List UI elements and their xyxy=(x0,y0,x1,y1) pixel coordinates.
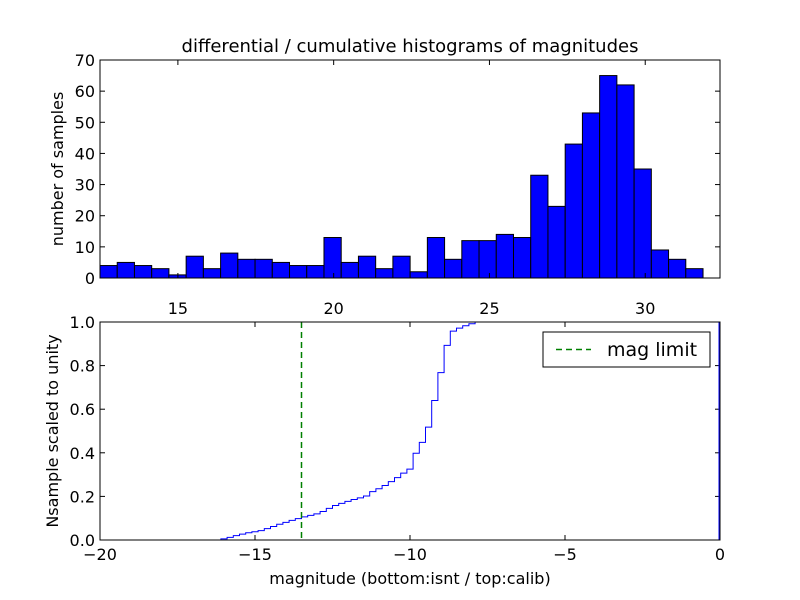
y-tick-label: 0.2 xyxy=(70,487,95,506)
x-tick-label: −10 xyxy=(393,545,427,564)
histogram-bars xyxy=(99,75,704,279)
x-tick-label: −5 xyxy=(553,545,577,564)
y-tick-label: 50 xyxy=(75,113,95,132)
cumulative-plot-frame xyxy=(99,321,721,541)
histogram-bar xyxy=(685,268,704,279)
histogram-plot-frame xyxy=(99,59,721,279)
y-tick-label: 0.0 xyxy=(70,531,95,550)
histogram-bar xyxy=(116,261,135,279)
y-tick-label: 10 xyxy=(75,238,95,257)
histogram-bar xyxy=(668,258,687,279)
x-axis-label: magnitude (bottom:isnt / top:calib) xyxy=(269,569,550,588)
y-tick-label: 0.6 xyxy=(70,400,95,419)
histogram-bar xyxy=(599,75,618,279)
y-tick-label: 60 xyxy=(75,82,95,101)
y-axis-label: Nsample scaled to unity xyxy=(43,334,62,527)
histogram-bar xyxy=(306,265,325,279)
y-tick-label: 0.4 xyxy=(70,444,95,463)
histogram-bar xyxy=(616,84,635,279)
histogram-bar xyxy=(254,258,273,279)
y-tick-label: 40 xyxy=(75,144,95,163)
histogram-bar xyxy=(444,258,463,279)
y-tick-label: 20 xyxy=(75,207,95,226)
histogram-bar xyxy=(220,252,239,279)
histogram-ticks: 0 10 20 30 40 50 60 70 15 20 25 30 xyxy=(75,51,720,318)
x-tick-label: 25 xyxy=(479,299,499,318)
histogram-bar xyxy=(375,268,394,279)
histogram-bar xyxy=(530,174,549,279)
cumulative-panel: Nsample scaled to unity magnitude (botto… xyxy=(43,313,725,588)
histogram-bar xyxy=(392,255,411,279)
histogram-bar xyxy=(426,237,446,279)
x-tick-label: −20 xyxy=(83,545,117,564)
cumulative-lines xyxy=(100,321,720,541)
y-tick-label: 1.0 xyxy=(70,313,95,332)
legend-mag-limit-label: mag limit xyxy=(607,339,697,361)
x-tick-label: −15 xyxy=(238,545,272,564)
x-tick-label: 20 xyxy=(323,299,343,318)
histogram-bar xyxy=(99,265,118,279)
legend: mag limit xyxy=(542,331,711,368)
histogram-bar xyxy=(289,265,308,279)
x-tick-label: 15 xyxy=(168,299,188,318)
cumulative-step-line xyxy=(100,321,720,541)
histogram-bar xyxy=(547,205,566,279)
histogram-bar xyxy=(237,258,256,279)
histogram-bar xyxy=(133,265,153,279)
histogram-bar xyxy=(202,268,222,279)
histogram-bar xyxy=(478,240,497,279)
histogram-bar xyxy=(461,240,480,279)
histogram-bar xyxy=(185,255,204,279)
cumulative-ticks: 0.0 0.2 0.4 0.6 0.8 1.0 −20 −15 −10 −5 0 xyxy=(70,313,726,564)
x-tick-label: 30 xyxy=(635,299,655,318)
histogram-bar xyxy=(512,237,532,279)
x-tick-label: 0 xyxy=(715,545,725,564)
histogram-bar xyxy=(151,268,170,279)
y-tick-label: 0 xyxy=(85,269,95,288)
y-axis-label: number of samples xyxy=(48,92,67,247)
histogram-bar xyxy=(323,237,342,279)
histogram-bar xyxy=(340,261,359,279)
histogram-bar xyxy=(495,233,514,279)
histogram-bar xyxy=(271,261,291,279)
histogram-bar xyxy=(357,255,377,279)
histogram-bar xyxy=(581,112,601,279)
histogram-panel: differential / cumulative histograms of … xyxy=(48,36,721,318)
chart-title: differential / cumulative histograms of … xyxy=(182,36,639,57)
histogram-bar xyxy=(564,143,583,279)
histogram-bar xyxy=(650,249,670,279)
y-tick-label: 0.8 xyxy=(70,357,95,376)
histogram-bar xyxy=(409,271,428,279)
y-tick-label: 30 xyxy=(75,176,95,195)
histogram-bar xyxy=(633,168,652,279)
y-tick-label: 70 xyxy=(75,51,95,70)
